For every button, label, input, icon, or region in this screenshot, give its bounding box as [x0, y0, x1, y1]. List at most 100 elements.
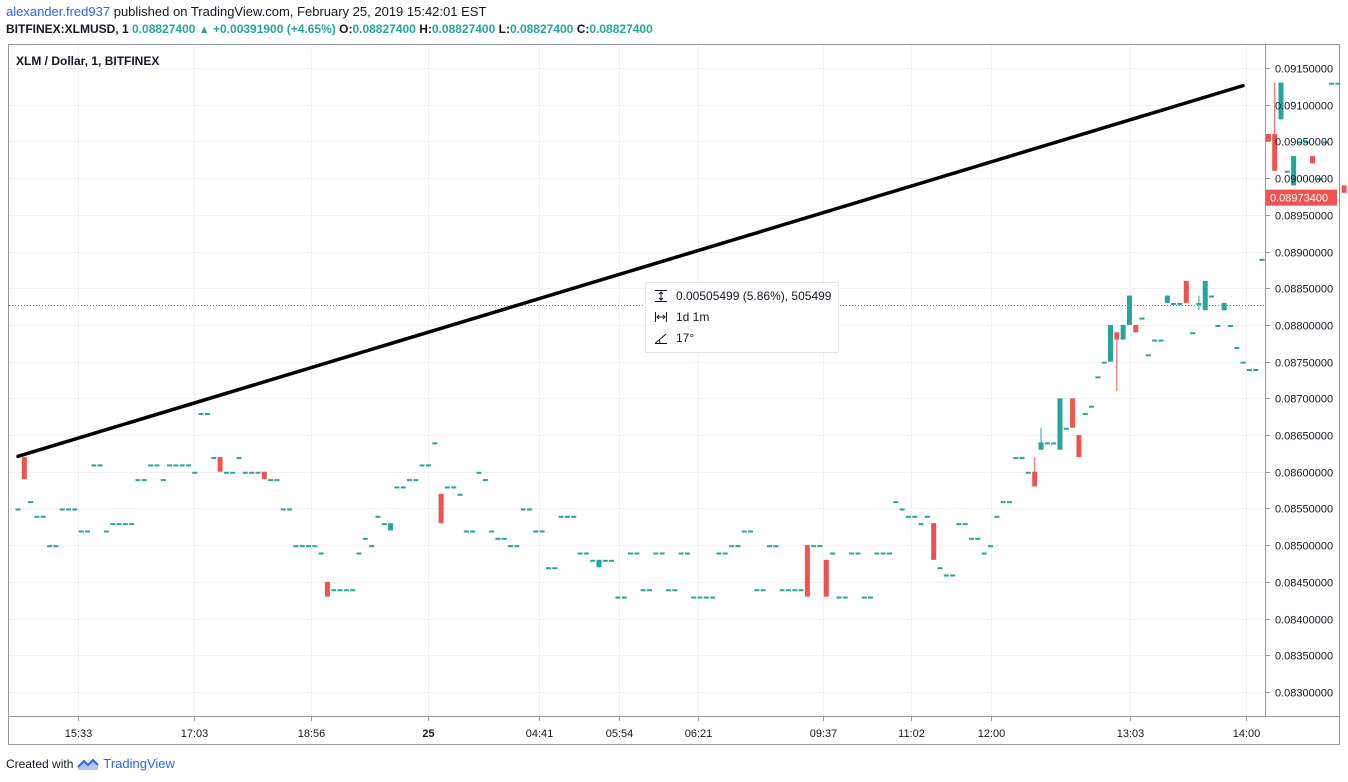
candle-body	[1107, 324, 1113, 362]
candle-body	[425, 464, 431, 467]
candle-body	[299, 545, 305, 548]
candle-body	[167, 464, 173, 467]
y-tick-label: 0.08550000	[1275, 504, 1333, 516]
x-tick-label: 15:33	[65, 728, 93, 740]
candle-body	[678, 552, 684, 555]
candle-body	[230, 471, 236, 474]
candle-body	[1070, 398, 1076, 428]
candle-body	[722, 552, 728, 555]
candle-body	[653, 552, 659, 555]
candle-body	[116, 523, 122, 526]
candle-body	[931, 523, 937, 560]
candle-body	[1303, 141, 1309, 144]
candle-body	[432, 442, 438, 445]
candle-body	[1095, 376, 1101, 379]
tradingview-brand-link[interactable]: TradingView	[103, 756, 175, 771]
candle-body	[830, 552, 836, 555]
candle-body	[571, 515, 577, 518]
candle-body	[476, 471, 482, 474]
candle-body	[1158, 339, 1164, 342]
x-tick-label: 25	[422, 728, 434, 740]
low-value: 0.08827400	[509, 22, 574, 36]
candle-body	[665, 589, 671, 592]
candle-body	[1297, 141, 1303, 144]
candle-body	[1209, 295, 1215, 298]
candle-body	[647, 589, 652, 592]
chart-pane[interactable]	[8, 44, 1340, 745]
candle-body	[1177, 302, 1183, 305]
candle-body	[242, 471, 248, 474]
candle-body	[268, 479, 274, 482]
candle-body	[602, 559, 608, 562]
x-tick-label: 14:00	[1233, 728, 1261, 740]
candle-body	[287, 508, 293, 511]
candle-body	[274, 479, 280, 482]
candle-body	[369, 545, 375, 548]
candle-body	[1133, 324, 1139, 333]
candle-body	[413, 479, 419, 482]
candles	[15, 82, 1348, 599]
candle-body	[280, 508, 286, 511]
candle-body	[798, 589, 804, 592]
symbol-label: BITFINEX:XLMUSD, 1	[6, 22, 129, 36]
candle-body	[899, 508, 905, 511]
candle-body	[1240, 361, 1246, 364]
y-tick-label: 0.08300000	[1275, 688, 1333, 700]
candle-body	[1139, 317, 1145, 320]
candle-body	[34, 515, 40, 518]
candle-body	[527, 508, 533, 511]
vertical-range-icon	[655, 290, 667, 302]
candle-body	[583, 552, 589, 555]
candle-body	[962, 523, 968, 526]
grid	[9, 45, 1265, 716]
y-tick-label: 0.08400000	[1275, 615, 1333, 627]
y-tick-label: 0.08350000	[1275, 651, 1333, 663]
y-tick-label: 0.08500000	[1275, 541, 1333, 553]
candle-body	[59, 508, 65, 511]
candle-body	[1038, 442, 1044, 450]
x-tick-label: 06:21	[685, 728, 713, 740]
candle-body	[135, 479, 141, 482]
current-price-badge	[1266, 189, 1337, 206]
candle-body	[1284, 170, 1290, 173]
candle-body	[103, 530, 109, 533]
candle-body	[198, 413, 204, 416]
x-tick-label: 13:03	[1117, 728, 1145, 740]
candle-body	[375, 515, 381, 518]
change-value: +0.00391900 (+4.65%)	[213, 22, 336, 36]
candle-body	[192, 471, 198, 474]
measure-tooltip: 0.00505499 (5.86%), 505499 1d 1m 17°	[645, 282, 839, 353]
candle-body	[451, 486, 457, 489]
candle-body	[1114, 332, 1120, 340]
candle-body	[1322, 141, 1328, 144]
candle-body	[754, 589, 760, 592]
candle-body	[842, 596, 848, 599]
candle-body	[122, 523, 128, 526]
candle-body	[337, 589, 343, 592]
open-label: O:	[339, 22, 353, 36]
candle-body	[293, 545, 299, 548]
candle-body	[66, 508, 72, 511]
candle-body	[804, 545, 810, 597]
candle-body	[545, 567, 551, 570]
candle-body	[305, 545, 311, 548]
x-tick-label: 18:56	[298, 728, 326, 740]
candle-body	[1316, 178, 1322, 181]
candle-body	[937, 567, 943, 570]
candle-body	[318, 552, 324, 555]
candle-body	[811, 545, 817, 548]
author-link[interactable]: alexander.fred937	[6, 4, 111, 19]
candle-body	[514, 545, 520, 548]
candle-body	[236, 457, 242, 460]
last-price-value: 0.08827400	[132, 22, 196, 36]
candle-body	[697, 596, 703, 599]
candle-body	[1006, 501, 1012, 504]
candle-body	[217, 457, 223, 472]
candle-body	[97, 464, 103, 467]
candle-body	[912, 515, 918, 518]
candle-body	[495, 537, 501, 540]
candle-body	[918, 523, 924, 526]
y-tick-label: 0.08900000	[1275, 248, 1333, 260]
candle-body	[1196, 302, 1202, 305]
